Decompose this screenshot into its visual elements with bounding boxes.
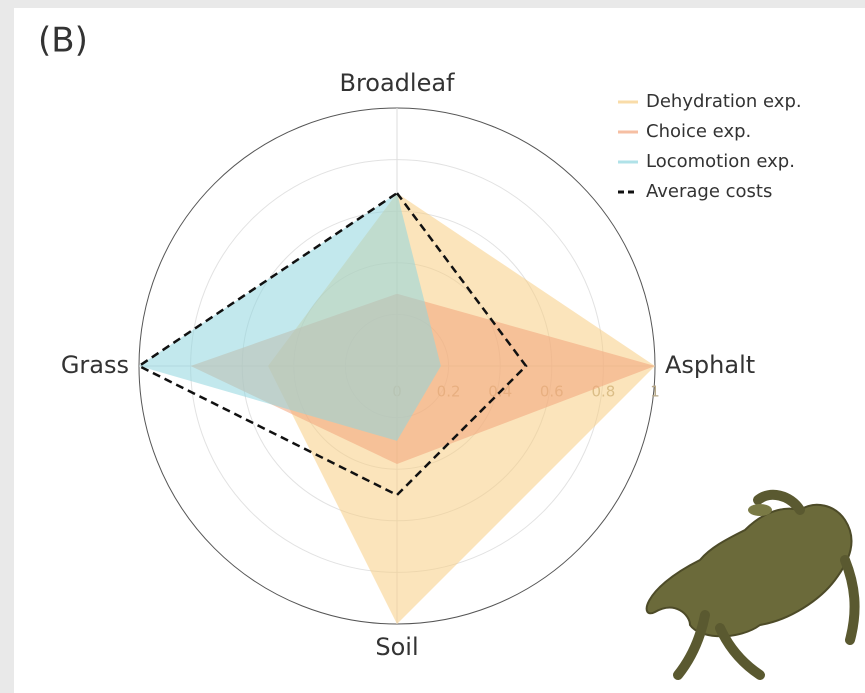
frog-eye bbox=[748, 504, 772, 516]
series-outline bbox=[136, 191, 528, 497]
radar-plot: 00.20.40.60.81BroadleafAsphaltSoilGrass bbox=[61, 69, 755, 661]
r-tick-label: 1 bbox=[650, 383, 660, 401]
legend-label: Average costs bbox=[646, 181, 772, 202]
legend: Dehydration exp. Choice exp. Locomotion ex… bbox=[618, 91, 802, 202]
legend-label: Locomotion exp. bbox=[646, 151, 795, 172]
axis-label: Grass bbox=[61, 351, 129, 379]
frog-legs bbox=[673, 489, 860, 680]
axis-label: Broadleaf bbox=[339, 69, 455, 97]
axis-label: Soil bbox=[375, 633, 418, 661]
frog-illustration bbox=[645, 489, 860, 680]
axis-label: Asphalt bbox=[665, 351, 755, 379]
series-area bbox=[139, 193, 441, 441]
legend-label: Dehydration exp. bbox=[646, 91, 802, 112]
legend-label: Choice exp. bbox=[646, 121, 751, 142]
panel-label: (B) bbox=[38, 21, 88, 61]
